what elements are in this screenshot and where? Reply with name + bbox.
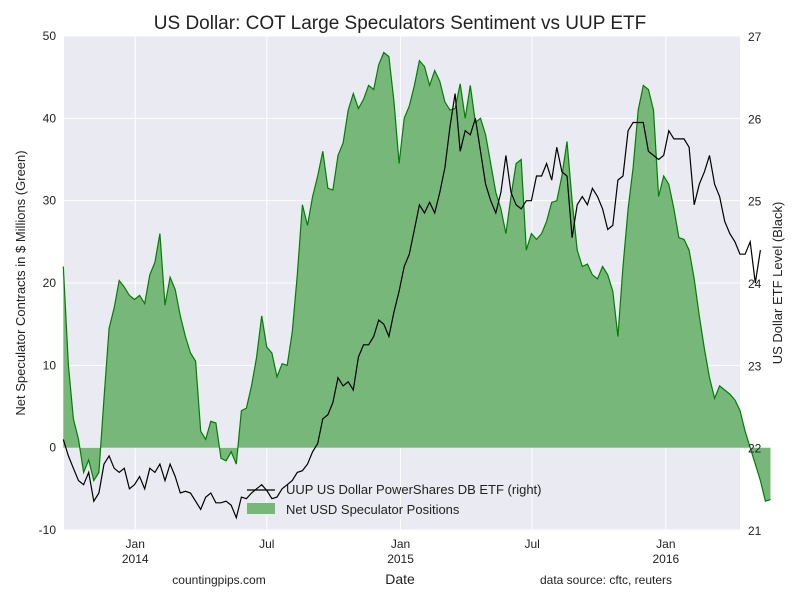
y-left-tick-label: -10 [39, 523, 57, 537]
x-tick-label: Jul [524, 537, 539, 551]
x-tick-label: Jan [391, 537, 410, 551]
legend: UUP US Dollar PowerShares DB ETF (right)… [247, 482, 542, 517]
speculator-area-layer [62, 51, 771, 502]
right-axis-ticks: 21 22 23 24 25 26 27 [748, 30, 762, 538]
y-right-tick-label: 24 [748, 277, 762, 291]
y-left-tick-label: 40 [43, 111, 57, 125]
source-right: data source: cftc, reuters [540, 573, 672, 587]
legend-swatch-speculators [247, 503, 275, 514]
y-left-tick-label: 50 [43, 29, 57, 43]
x-axis-label: Date [385, 571, 415, 587]
y-right-tick-label: 21 [748, 524, 762, 538]
etf-line-layer [62, 93, 761, 520]
y-right-tick-label: 23 [748, 359, 762, 373]
y-left-tick-label: 10 [43, 358, 57, 372]
x-tick-year-label: 2016 [653, 552, 680, 566]
y-right-tick-label: 25 [748, 195, 762, 209]
speculator-area-fill [63, 52, 771, 502]
legend-label-speculators: Net USD Speculator Positions [286, 502, 460, 517]
y-axis-right-label: US Dollar ETF Level (Black) [770, 202, 785, 365]
y-right-tick-label: 27 [748, 30, 762, 44]
x-tick-year-label: 2014 [122, 552, 149, 566]
y-left-tick-label: 0 [49, 441, 56, 455]
speculator-line [62, 51, 771, 502]
x-tick-label: Jul [259, 537, 274, 551]
y-right-tick-label: 26 [748, 112, 762, 126]
x-tick-label: Jan [656, 537, 675, 551]
source-left: countingpips.com [172, 573, 265, 587]
y-right-tick-label: 22 [748, 442, 762, 456]
y-left-tick-label: 20 [43, 276, 57, 290]
left-axis-ticks: -10 0 10 20 30 40 50 [39, 29, 57, 537]
y-axis-left-label: Net Speculator Contracts in $ Millions (… [13, 150, 28, 415]
chart-title: US Dollar: COT Large Speculators Sentime… [154, 13, 646, 34]
legend-label-etf: UUP US Dollar PowerShares DB ETF (right) [286, 482, 542, 497]
y-left-tick-label: 30 [43, 194, 57, 208]
etf-line [62, 93, 761, 520]
x-tick-label: Jan [126, 537, 145, 551]
x-tick-year-label: 2015 [387, 552, 414, 566]
